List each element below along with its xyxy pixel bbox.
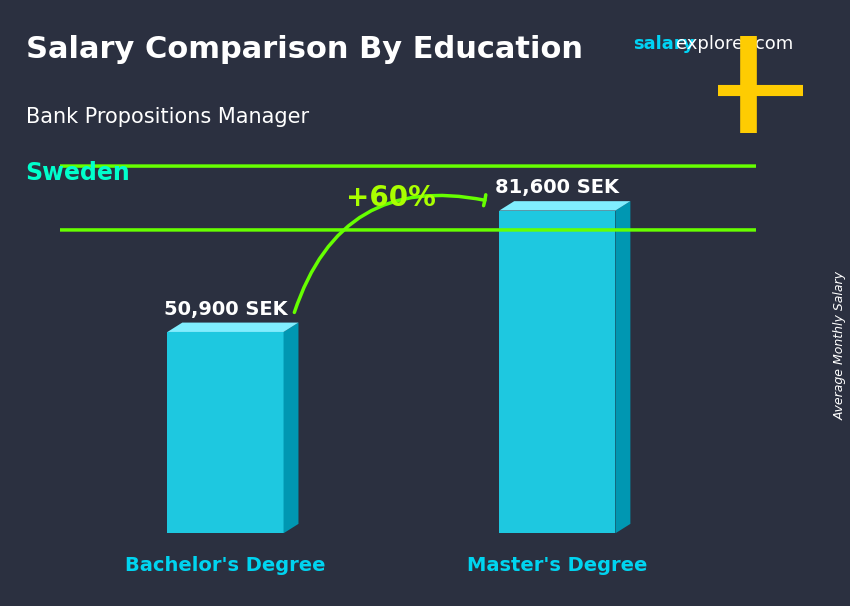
- Text: Bachelor's Degree: Bachelor's Degree: [125, 556, 326, 575]
- Polygon shape: [167, 332, 284, 533]
- Text: explorer.com: explorer.com: [676, 35, 793, 53]
- Polygon shape: [499, 201, 631, 210]
- Text: +60%: +60%: [347, 184, 436, 212]
- Polygon shape: [499, 210, 615, 533]
- Text: Salary Comparison By Education: Salary Comparison By Education: [26, 35, 582, 64]
- Text: Sweden: Sweden: [26, 161, 130, 185]
- Text: Master's Degree: Master's Degree: [468, 556, 648, 575]
- Text: salary: salary: [633, 35, 694, 53]
- Text: 81,600 SEK: 81,600 SEK: [496, 178, 620, 198]
- Polygon shape: [284, 322, 298, 533]
- Polygon shape: [167, 322, 298, 332]
- Text: Bank Propositions Manager: Bank Propositions Manager: [26, 107, 309, 127]
- Text: 50,900 SEK: 50,900 SEK: [164, 300, 287, 319]
- Text: Average Monthly Salary: Average Monthly Salary: [834, 271, 847, 420]
- Polygon shape: [615, 201, 631, 533]
